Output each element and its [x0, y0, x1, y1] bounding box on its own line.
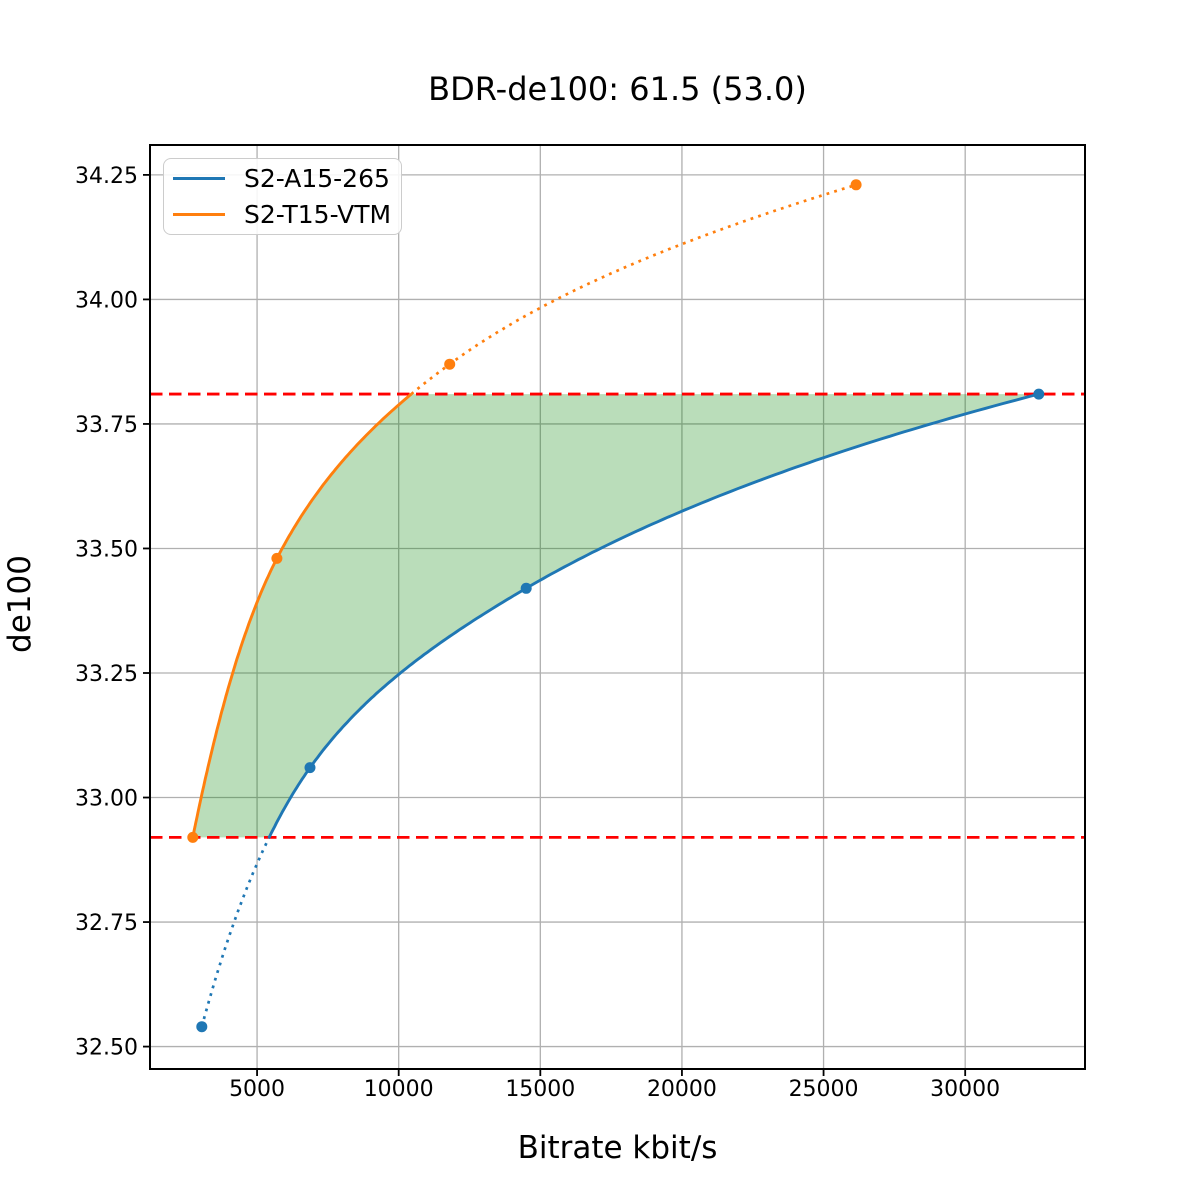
data-point-marker: [850, 179, 862, 191]
svg-text:30000: 30000: [930, 1077, 1000, 1102]
plot-border: [149, 144, 1086, 1070]
axis-ticks: [143, 173, 967, 1076]
series-blue-solid-curve: [267, 392, 1040, 839]
legend-item-s2-t15-vtm: S2-T15-VTM: [164, 197, 401, 233]
series-curves: [191, 183, 1040, 1028]
svg-text:15000: 15000: [505, 1077, 575, 1102]
svg-text:20000: 20000: [647, 1077, 717, 1102]
x-axis-label: Bitrate kbit/s: [517, 1130, 718, 1166]
data-point-marker: [1033, 388, 1045, 400]
svg-text:34.25: 34.25: [75, 164, 138, 189]
y-tick-labels: 32.50 32.75 33.00 33.25 33.50 33.75 34.00 34.25: [75, 164, 138, 1061]
chart-title: BDR-de100: 61.5 (53.0): [428, 70, 807, 108]
legend-item-s2-a15-265: S2-A15-265: [164, 161, 401, 197]
svg-text:33.00: 33.00: [75, 787, 138, 812]
legend: S2-A15-265 S2-T15-VTM: [163, 158, 402, 235]
grid-lines: [150, 145, 1085, 1069]
data-point-marker: [520, 582, 532, 594]
series-blue-dotted-tail: [200, 836, 271, 1028]
series-orange-solid-curve: [191, 392, 413, 838]
series-orange-dotted-tail: [410, 183, 857, 396]
legend-label: S2-T15-VTM: [244, 200, 392, 229]
svg-text:32.75: 32.75: [75, 911, 138, 936]
svg-text:10000: 10000: [364, 1077, 434, 1102]
bd-overlap-shaded-region: [192, 394, 1039, 838]
data-point-marker: [196, 1021, 208, 1033]
data-point-marker: [271, 552, 283, 564]
svg-text:34.00: 34.00: [75, 288, 138, 313]
svg-text:33.50: 33.50: [75, 537, 138, 562]
svg-text:32.50: 32.50: [75, 1036, 138, 1061]
svg-text:33.25: 33.25: [75, 662, 138, 687]
series-markers: [187, 179, 1045, 1033]
y-axis-label: de100: [2, 555, 38, 653]
legend-swatch-orange-line: [173, 213, 225, 216]
svg-text:5000: 5000: [229, 1077, 285, 1102]
x-tick-labels: 5000 10000 15000 20000 25000 30000: [229, 1077, 1000, 1102]
data-point-marker: [444, 358, 456, 370]
legend-label: S2-A15-265: [244, 164, 390, 193]
legend-swatch-blue-line: [173, 177, 225, 180]
svg-text:25000: 25000: [789, 1077, 859, 1102]
svg-text:33.75: 33.75: [75, 413, 138, 438]
data-point-marker: [304, 762, 316, 774]
data-point-marker: [187, 831, 199, 843]
